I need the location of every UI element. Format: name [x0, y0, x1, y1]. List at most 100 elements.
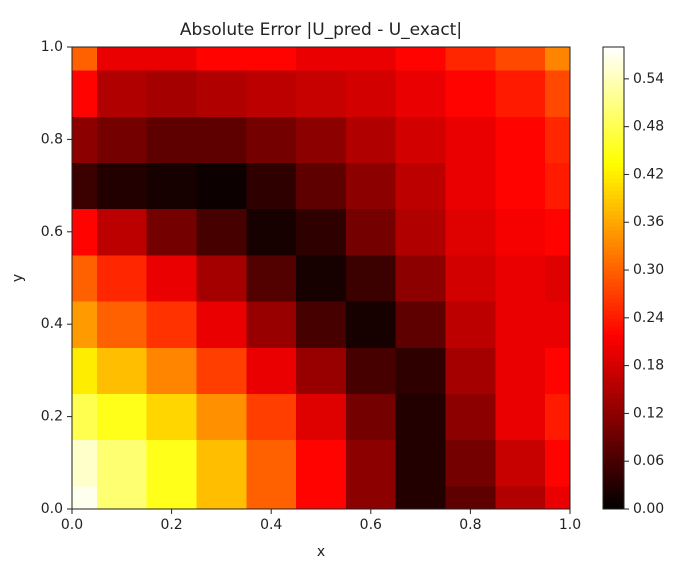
colorbar-step	[603, 234, 624, 239]
heat-cell	[72, 208, 98, 256]
heat-cell	[345, 485, 397, 509]
heat-cell	[395, 393, 446, 441]
heat-cell	[72, 485, 98, 509]
y-tick-label: 0.6	[41, 224, 63, 240]
heat-cell	[445, 393, 496, 441]
heat-cell	[196, 47, 247, 71]
colorbar-step	[603, 82, 624, 88]
heat-cell	[545, 254, 570, 302]
heat-cell	[445, 208, 496, 256]
colorbar-step	[603, 90, 624, 96]
heat-cell	[146, 47, 197, 71]
heat-cell	[445, 439, 496, 487]
colorbar-step	[603, 206, 624, 211]
heat-cell	[495, 393, 546, 441]
heat-cell	[296, 47, 347, 71]
heat-cell	[246, 116, 297, 163]
heat-cell	[72, 347, 98, 394]
heat-cell	[196, 116, 247, 163]
colorbar-step	[603, 138, 624, 144]
heat-cell	[196, 347, 247, 394]
colorbar-step	[603, 401, 624, 406]
colorbar-step	[603, 489, 624, 494]
colorbar-step	[603, 317, 624, 323]
y-tick-label: 1.0	[41, 39, 63, 55]
heat-cell	[246, 347, 297, 394]
colorbar-step	[603, 465, 624, 470]
heat-cell	[545, 301, 570, 348]
heat-cell	[545, 485, 570, 509]
heat-cell	[246, 439, 297, 487]
colorbar-tick-label: 0.06	[633, 453, 664, 469]
heat-cell	[395, 301, 446, 348]
colorbar-step	[603, 270, 624, 275]
colorbar-step	[603, 54, 624, 60]
heat-cell	[246, 485, 297, 509]
colorbar-step	[603, 78, 624, 84]
colorbar-step	[603, 485, 624, 490]
colorbar-tick-label: 0.42	[633, 166, 664, 182]
heat-cell	[395, 208, 446, 256]
colorbar-step	[603, 313, 624, 319]
heat-cell	[246, 208, 297, 256]
heat-cell	[296, 162, 347, 210]
colorbar-step	[603, 266, 624, 271]
heat-cell	[545, 162, 570, 210]
colorbar-step	[603, 377, 624, 383]
heat-cell	[545, 393, 570, 441]
colorbar-step	[603, 493, 624, 498]
colorbar-step	[603, 126, 624, 132]
colorbar-step	[603, 86, 624, 92]
colorbar-step	[603, 238, 624, 243]
colorbar-step	[603, 258, 624, 263]
colorbar-step	[603, 373, 624, 379]
colorbar-tick-label: 0.54	[633, 71, 664, 87]
colorbar-step	[603, 246, 624, 251]
colorbar-step	[603, 301, 624, 307]
heat-cell	[296, 208, 347, 256]
heat-cell	[146, 301, 197, 348]
colorbar-frame	[602, 46, 625, 510]
heat-cell	[345, 208, 397, 256]
heat-cell	[72, 47, 98, 71]
colorbar-step	[603, 341, 624, 347]
heat-cell	[196, 70, 247, 117]
colorbar-step	[603, 194, 624, 199]
colorbar-step	[603, 106, 624, 112]
colorbar-step	[603, 134, 624, 140]
heat-cell	[246, 47, 297, 71]
colorbar-step	[603, 429, 624, 434]
heat-cell	[146, 208, 197, 256]
heat-cell	[146, 393, 197, 441]
heat-cell	[96, 116, 148, 163]
heat-cell	[345, 347, 397, 394]
heat-cell	[96, 254, 148, 302]
heat-cell	[345, 70, 397, 117]
heat-cell	[296, 254, 347, 302]
heat-cell	[296, 70, 347, 117]
colorbar-step	[603, 461, 624, 466]
colorbar-step	[603, 501, 624, 506]
colorbar-step	[603, 182, 624, 187]
heat-cell	[96, 208, 148, 256]
heat-cell	[196, 393, 247, 441]
colorbar-step	[603, 469, 624, 474]
colorbar-step	[603, 222, 624, 227]
colorbar-tick-label: 0.12	[633, 405, 664, 421]
colorbar-step	[603, 218, 624, 223]
heat-cell	[72, 162, 98, 210]
colorbar-step	[603, 230, 624, 235]
colorbar-step	[603, 337, 624, 343]
colorbar-step	[603, 393, 624, 398]
x-tick-label: 1.0	[559, 517, 581, 533]
heat-cell	[495, 116, 546, 163]
colorbar-step	[603, 210, 624, 215]
colorbar-step	[603, 122, 624, 128]
y-tick-label: 0.0	[41, 501, 63, 517]
colorbar-step	[603, 62, 624, 68]
colorbar-step	[603, 146, 624, 152]
colorbar-tick-label: 0.24	[633, 310, 664, 326]
heat-cell	[246, 393, 297, 441]
heat-cell	[196, 439, 247, 487]
